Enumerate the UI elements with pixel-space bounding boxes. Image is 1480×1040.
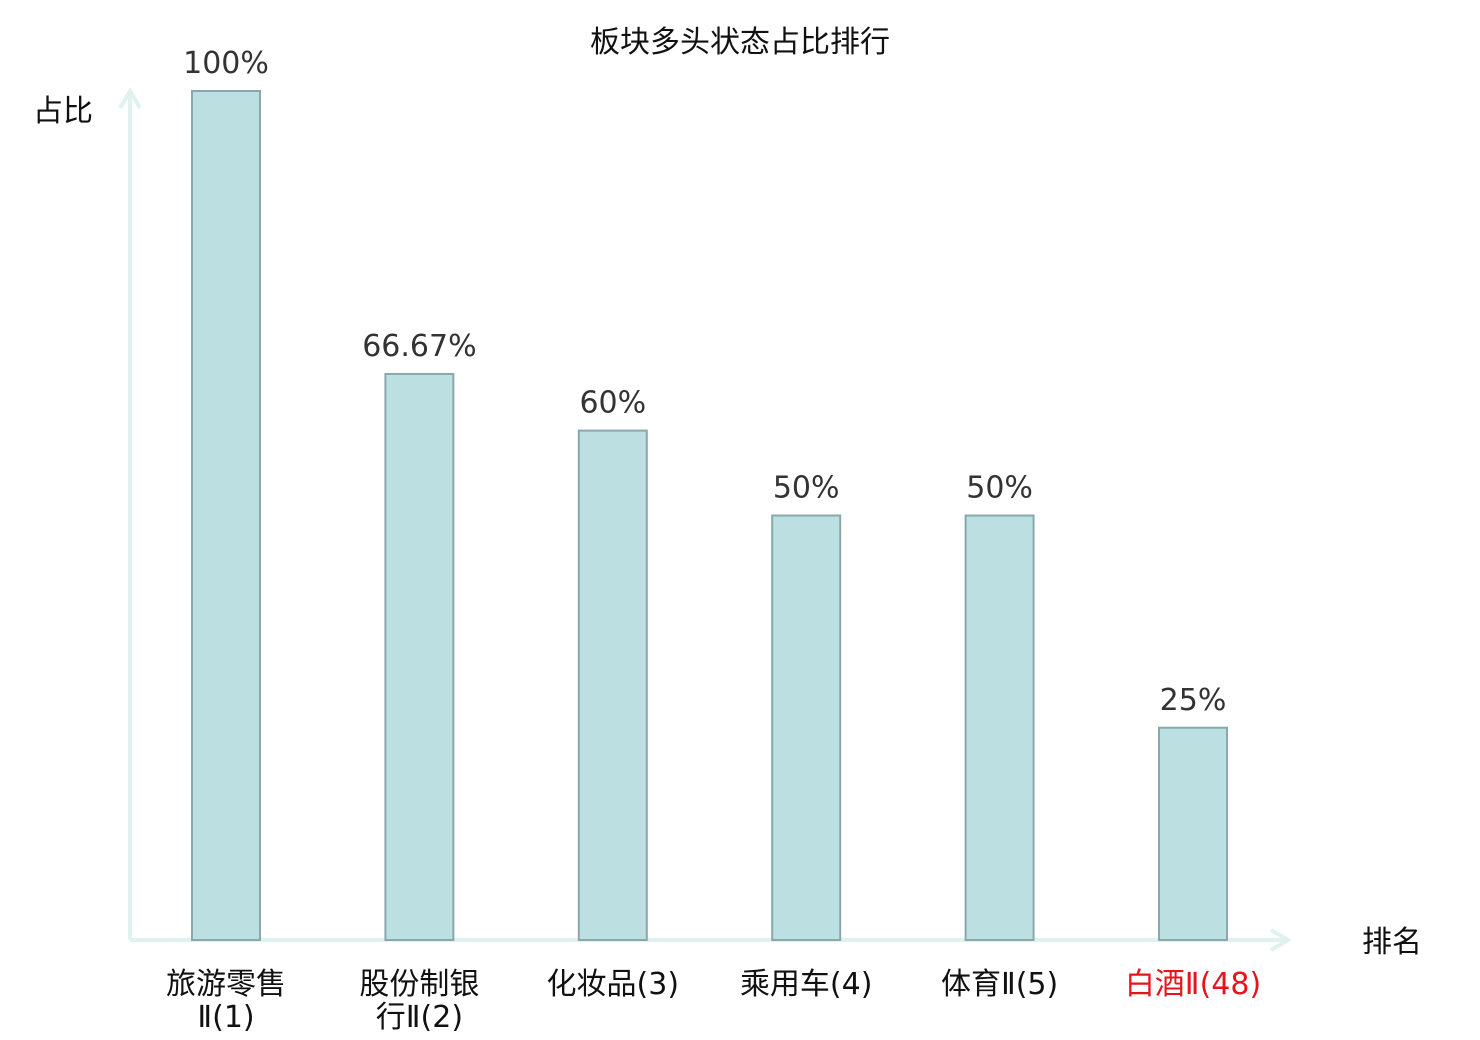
bar [191, 90, 261, 941]
value-label: 100% [183, 46, 269, 81]
bar [771, 514, 842, 941]
category-label: 体育Ⅱ(5) [941, 967, 1058, 1002]
value-label: 60% [579, 386, 646, 421]
category-label: 旅游零售 [166, 967, 286, 1002]
axes [118, 87, 1292, 952]
chart-title: 板块多头状态占比排行 [590, 25, 890, 60]
value-label: 50% [966, 471, 1033, 506]
y-axis-arrow [118, 87, 142, 110]
category-label: 白酒Ⅱ(48) [1125, 967, 1261, 1002]
bar [384, 372, 455, 942]
category-label: 股份制银 [359, 967, 479, 1002]
x-axis-arrow [1269, 928, 1292, 952]
value-label: 25% [1160, 683, 1227, 718]
x-axis-label: 排名 [1362, 925, 1422, 960]
bars-group [191, 90, 1228, 942]
category-label: 化妆品(3) [547, 967, 680, 1002]
value-label: 66.67% [362, 329, 476, 364]
bar [964, 514, 1035, 941]
category-label: 行Ⅱ(2) [376, 1000, 463, 1035]
category-label: 乘用车(4) [740, 967, 873, 1002]
value-label: 50% [773, 471, 840, 506]
bar [1158, 726, 1228, 941]
category-label: Ⅱ(1) [197, 1000, 254, 1035]
y-axis-label: 占比 [33, 94, 93, 129]
value-labels-group: 100% 66.67% 60% 50% 50% 25% [183, 46, 1226, 718]
bar [577, 429, 648, 941]
